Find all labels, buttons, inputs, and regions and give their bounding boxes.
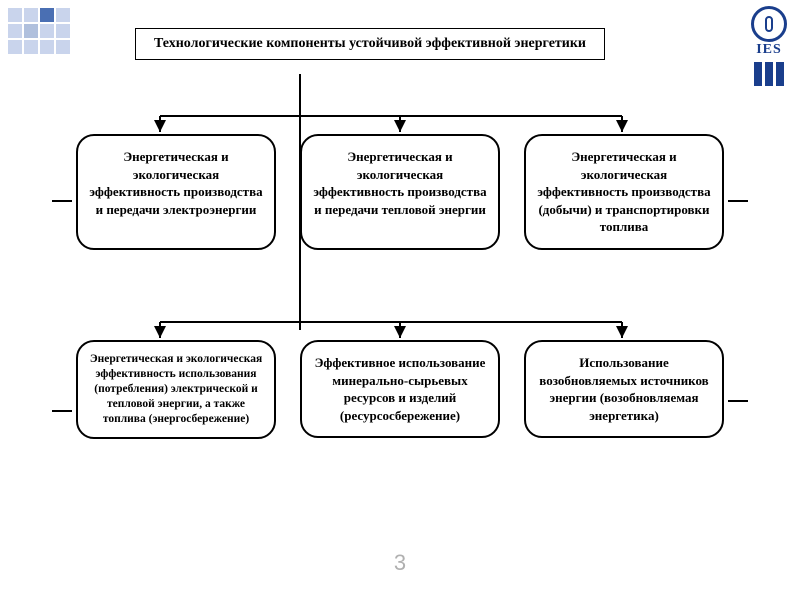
node-fuel-efficiency: Энергетическая и экологическая эффективн… — [524, 134, 724, 250]
ies-logo: IES — [746, 6, 792, 86]
page-number: 3 — [394, 550, 406, 576]
logo-text: IES — [746, 42, 792, 58]
stub-left-2 — [52, 410, 72, 412]
node-energy-saving: Энергетическая и экологическая эффективн… — [76, 340, 276, 439]
node-heat-efficiency: Энергетическая и экологическая эффективн… — [300, 134, 500, 250]
diagram-title: Технологические компоненты устойчивой эф… — [135, 28, 605, 60]
row-2: Энергетическая и экологическая эффективн… — [70, 340, 730, 439]
connector-lines — [0, 0, 800, 600]
node-resource-saving: Эффективное использование минерально-сыр… — [300, 340, 500, 438]
node-renewables: Использование возобновляемых источников … — [524, 340, 724, 438]
corner-decoration — [8, 8, 70, 54]
stub-left-1 — [52, 200, 72, 202]
row-1: Энергетическая и экологическая эффективн… — [70, 134, 730, 250]
stub-right-1 — [728, 200, 748, 202]
node-electricity-efficiency: Энергетическая и экологическая эффективн… — [76, 134, 276, 250]
stub-right-2 — [728, 400, 748, 402]
